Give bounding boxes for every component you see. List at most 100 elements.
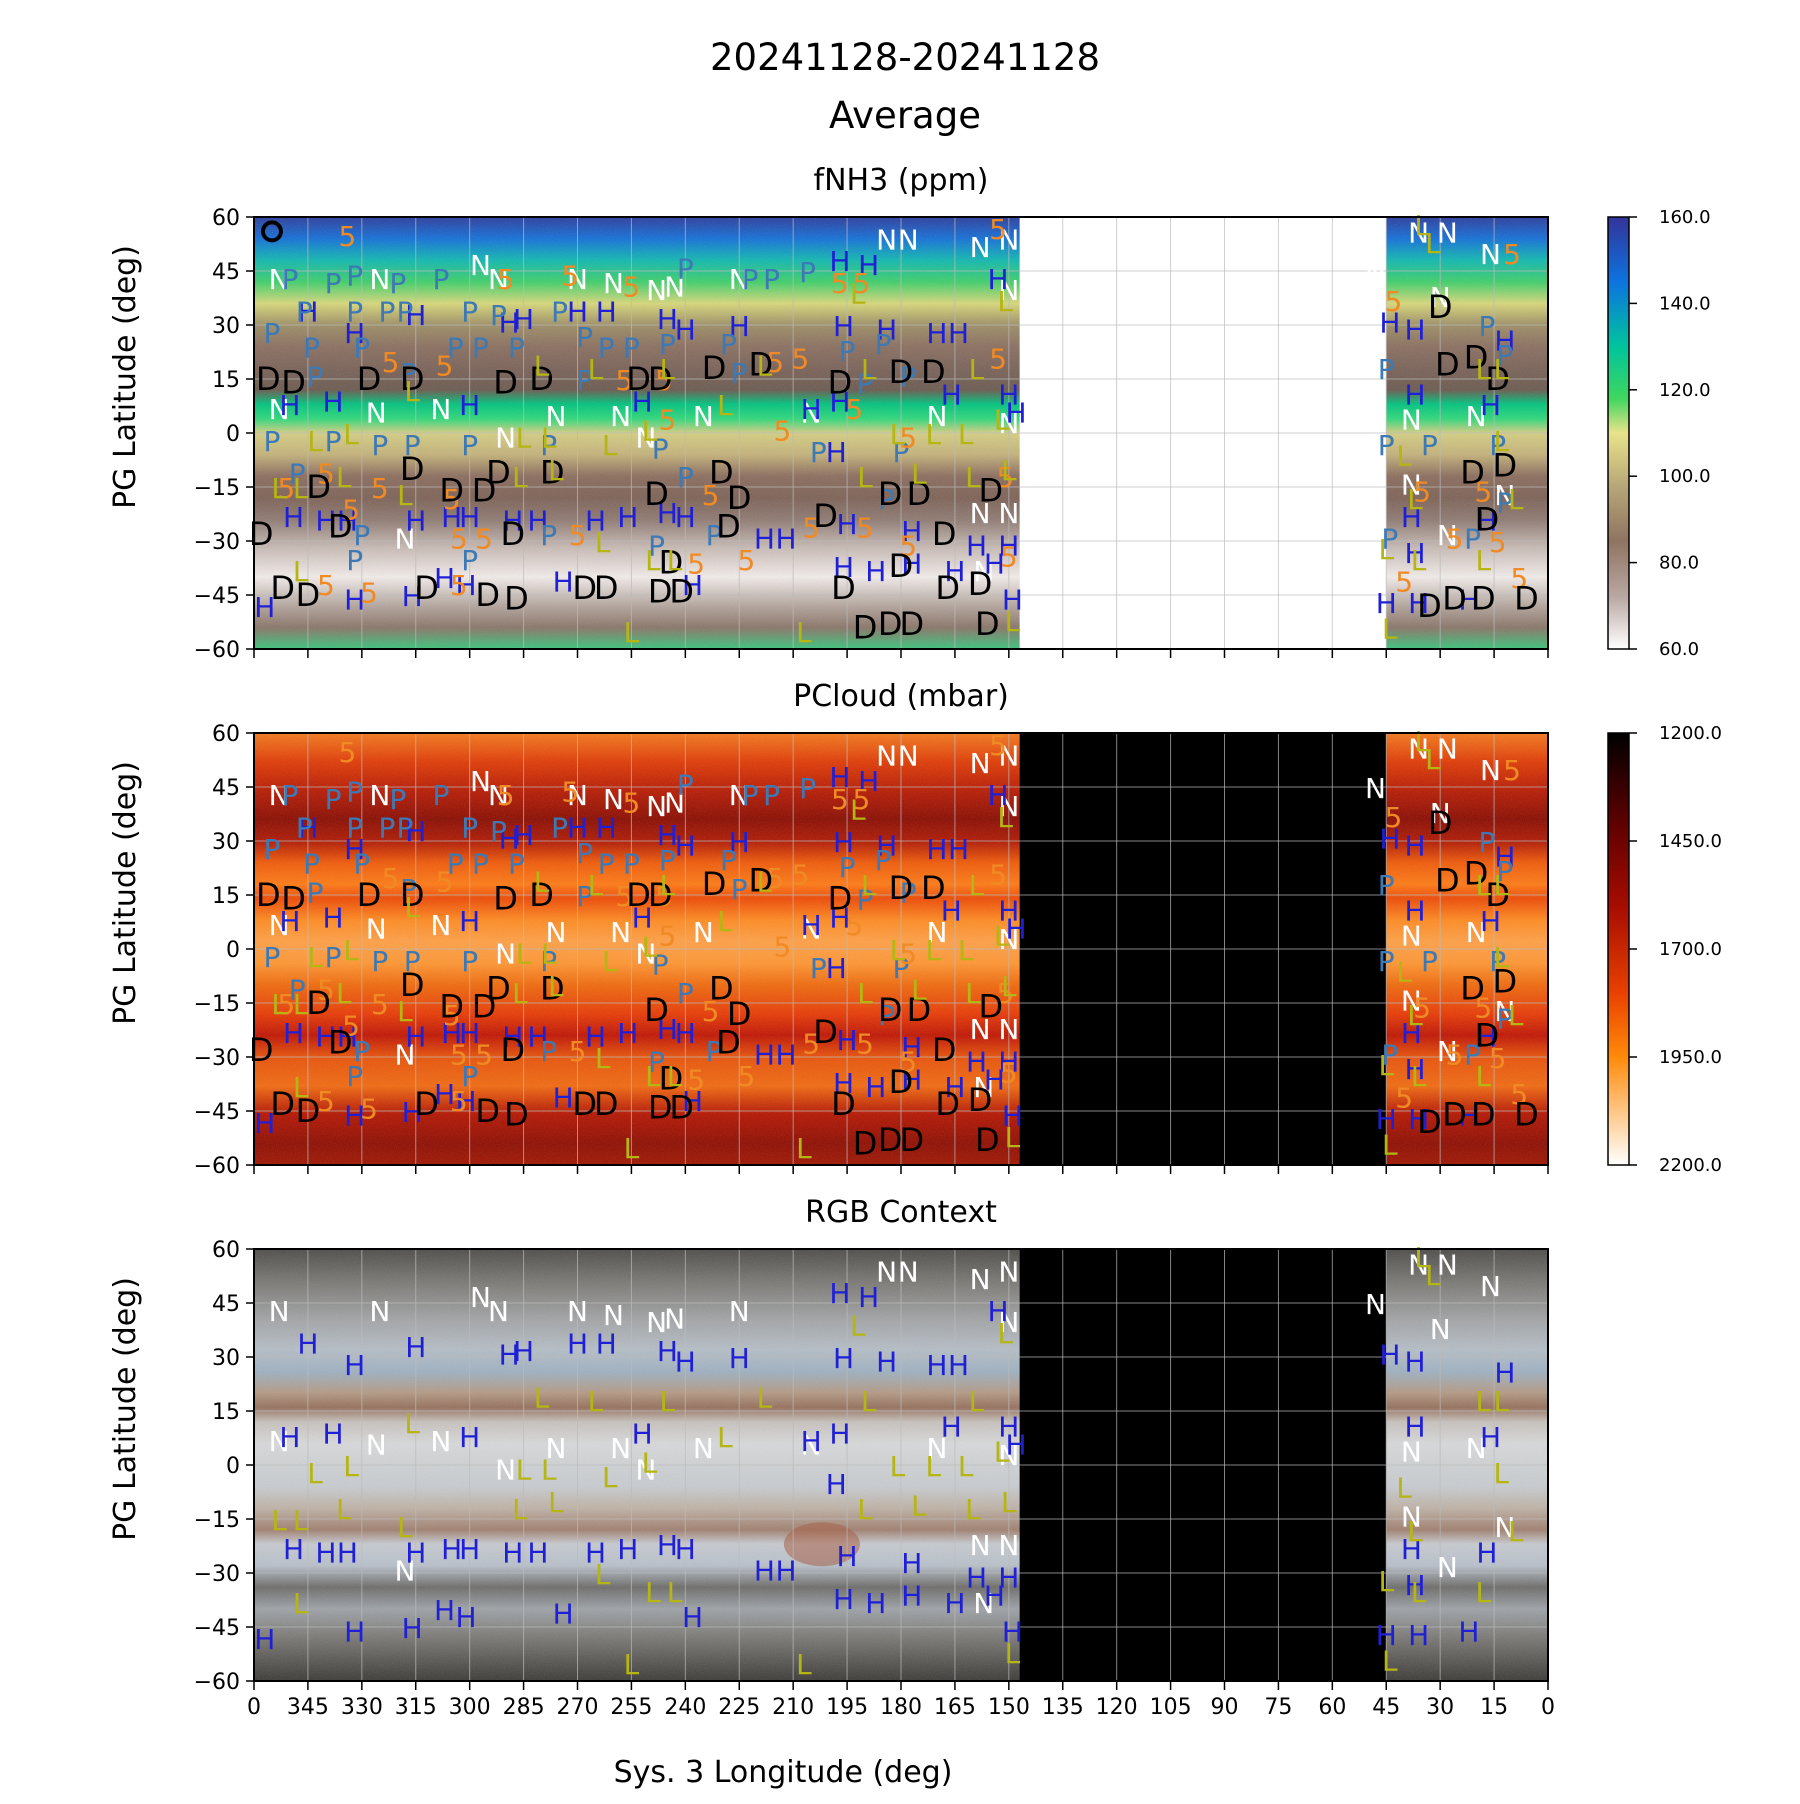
feature-marker-p: P — [346, 1060, 363, 1093]
feature-marker-n: N — [973, 1071, 994, 1104]
feature-marker-l: L — [1493, 353, 1509, 386]
feature-marker-h: H — [254, 591, 275, 624]
feature-marker-d: D — [716, 508, 741, 546]
feature-marker-h: H — [1404, 1346, 1425, 1379]
feature-marker-l: L — [861, 353, 877, 386]
feature-marker-n: N — [394, 1554, 415, 1587]
feature-marker-five: 5 — [436, 350, 454, 383]
feature-marker-p: P — [893, 952, 910, 985]
feature-marker-h: H — [405, 299, 426, 332]
feature-marker-l: L — [994, 1436, 1010, 1469]
feature-marker-d: D — [296, 576, 321, 614]
feature-marker-d: D — [828, 880, 853, 918]
feature-marker-p: P — [389, 783, 406, 816]
feature-marker-h: H — [926, 1349, 947, 1382]
feature-marker-p: P — [353, 1035, 370, 1068]
feature-marker-h: H — [941, 1410, 962, 1443]
feature-marker-five: 5 — [791, 858, 809, 891]
feature-marker-p: P — [652, 432, 669, 465]
y-tick-label: −15 — [194, 476, 240, 501]
feature-marker-h: H — [876, 1346, 897, 1379]
feature-marker-d: D — [400, 876, 425, 914]
feature-marker-p: P — [810, 952, 827, 985]
feature-marker-d: D — [270, 569, 295, 607]
feature-marker-h: H — [682, 1085, 703, 1118]
feature-marker-n: N — [545, 400, 566, 433]
feature-marker-h: H — [675, 501, 696, 534]
feature-marker-n: N — [269, 1295, 290, 1328]
colorbar-tick-label: 1700.0 — [1659, 939, 1722, 960]
feature-marker-l: L — [548, 454, 564, 487]
feature-marker-h: H — [405, 1536, 426, 1569]
y-tick-label: 15 — [212, 368, 240, 393]
feature-marker-h: H — [826, 952, 847, 985]
feature-marker-d: D — [529, 360, 554, 398]
feature-marker-n: N — [470, 1281, 491, 1314]
feature-marker-n: N — [488, 263, 509, 296]
feature-marker-h: H — [337, 1536, 358, 1569]
feature-marker-p: P — [461, 296, 478, 329]
feature-marker-n: N — [876, 1256, 897, 1289]
feature-marker-n: N — [470, 249, 491, 282]
feature-marker-h: H — [988, 263, 1009, 296]
feature-marker-p: P — [1378, 429, 1395, 462]
feature-marker-l: L — [1475, 353, 1491, 386]
feature-marker-l: L — [1508, 999, 1524, 1032]
feature-marker-p: P — [878, 483, 895, 516]
feature-marker-l: L — [307, 425, 323, 458]
feature-marker-l: L — [1005, 1637, 1021, 1670]
feature-marker-five: 5 — [1510, 1078, 1528, 1111]
feature-marker-l: L — [1425, 1259, 1441, 1292]
feature-marker-h: H — [826, 436, 847, 469]
feature-marker-l: L — [293, 1504, 309, 1537]
colorbar-tick-label: 100.0 — [1659, 466, 1711, 487]
feature-marker-h: H — [632, 1418, 653, 1451]
feature-marker-p: P — [623, 848, 640, 881]
feature-marker-five: 5 — [339, 736, 357, 769]
feature-marker-n: N — [693, 916, 714, 949]
feature-marker-five: 5 — [623, 270, 641, 303]
feature-marker-five: 5 — [845, 909, 863, 942]
y-tick-label: −60 — [194, 1670, 240, 1695]
feature-marker-h: H — [901, 515, 922, 548]
feature-marker-d: D — [748, 346, 773, 384]
feature-marker-p: P — [576, 321, 593, 354]
feature-marker-h: H — [513, 1335, 534, 1368]
feature-marker-d: D — [853, 1124, 878, 1162]
feature-marker-p: P — [371, 429, 388, 462]
feature-marker-five: 5 — [317, 974, 335, 1007]
feature-marker-l: L — [1396, 440, 1412, 473]
feature-marker-p: P — [461, 1060, 478, 1093]
feature-marker-h: H — [513, 303, 534, 336]
feature-marker-p: P — [400, 357, 417, 390]
feature-marker-five: 5 — [317, 1085, 335, 1118]
feature-marker-h: H — [1401, 501, 1422, 534]
feature-marker-h: H — [657, 497, 678, 530]
feature-marker-five: 5 — [1413, 992, 1431, 1025]
feature-marker-h: H — [775, 1554, 796, 1587]
reference-circle-marker — [260, 220, 283, 243]
feature-marker-l: L — [969, 869, 985, 902]
y-tick-label: 15 — [212, 1400, 240, 1425]
feature-marker-p: P — [1421, 429, 1438, 462]
colorbar-tick-label: 80.0 — [1659, 553, 1699, 574]
feature-marker-p: P — [763, 779, 780, 812]
feature-marker-l: L — [757, 1382, 773, 1415]
feature-marker-l: L — [1001, 454, 1017, 487]
feature-marker-d: D — [472, 472, 497, 510]
feature-marker-h: H — [1404, 1410, 1425, 1443]
feature-marker-d: D — [889, 547, 914, 585]
feature-marker-p: P — [432, 263, 449, 296]
feature-marker-h: H — [1480, 389, 1501, 422]
feature-marker-n: N — [603, 1299, 624, 1332]
feature-marker-l: L — [397, 479, 413, 512]
x-tick-label: 60 — [1318, 1695, 1346, 1720]
feature-marker-d: D — [256, 360, 281, 398]
feature-marker-d: D — [899, 605, 924, 643]
feature-marker-h: H — [966, 530, 987, 563]
feature-marker-d: D — [1417, 1103, 1442, 1141]
x-tick-label: 195 — [826, 1695, 868, 1720]
feature-marker-five: 5 — [277, 472, 295, 505]
feature-marker-p: P — [799, 772, 816, 805]
